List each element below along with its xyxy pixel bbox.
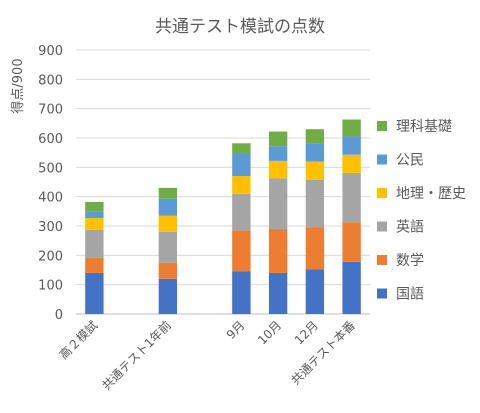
y-tick-label: 300 <box>38 220 63 235</box>
legend-label: 数学 <box>396 253 424 269</box>
y-tick-label: 500 <box>38 161 63 176</box>
bar-segment <box>85 201 104 212</box>
bar-segment <box>85 257 104 273</box>
y-tick-label: 900 <box>38 44 63 59</box>
bar-segment <box>342 172 361 223</box>
bar-segment <box>232 176 251 194</box>
legend-label: 公民 <box>396 153 424 169</box>
bar-segment <box>232 153 251 177</box>
gridlines <box>76 49 370 315</box>
bar-segment <box>158 215 178 232</box>
legend-swatch <box>377 121 387 131</box>
bar-segment <box>85 229 104 258</box>
bar-segment <box>268 178 288 229</box>
bar-segment <box>158 278 178 314</box>
bar-segment <box>305 161 325 180</box>
bar-segment <box>305 227 325 270</box>
bar-segment <box>158 262 178 279</box>
x-tick-label: 共通テスト1年前 <box>99 318 174 393</box>
legend-swatch <box>377 288 387 299</box>
x-tick-label: 12月 <box>292 318 321 347</box>
y-tick-label: 600 <box>38 132 63 147</box>
bar-segment <box>342 222 361 262</box>
y-tick-label: 200 <box>38 249 63 264</box>
x-tick-label: 9月 <box>224 318 248 342</box>
x-tick-label: 共通テスト本番 <box>288 318 357 387</box>
legend-label: 地理・歴史 <box>396 186 466 202</box>
y-tick-label: 400 <box>38 191 63 206</box>
chart-title: 共通テスト模試の点数 <box>155 17 325 37</box>
x-tick-label: 10月 <box>255 318 284 347</box>
legend-swatch <box>377 154 387 165</box>
x-tick-label: 高２模試 <box>56 318 101 363</box>
bar-segment <box>342 136 361 155</box>
y-tick-label: 100 <box>38 279 63 294</box>
bar-segment <box>232 193 251 231</box>
bar-segment <box>268 160 288 179</box>
y-axis-label: 得点/900 <box>10 58 26 113</box>
bar-segment <box>158 231 178 263</box>
legend-label: 国語 <box>396 287 424 303</box>
bar-segment <box>305 269 325 314</box>
legend-label: 英語 <box>396 219 424 236</box>
bar-segment <box>342 154 361 173</box>
bar-segment <box>232 143 251 154</box>
bar-segment <box>85 211 104 219</box>
legend-swatch <box>377 188 387 198</box>
bar-segment <box>305 179 325 228</box>
y-axis-ticks: 0 100 200 300 400 500 600 700 800 900 <box>38 44 63 323</box>
bar-segment <box>85 272 104 314</box>
bar-segment <box>232 271 251 314</box>
y-tick-label: 700 <box>38 103 63 118</box>
bar-segment <box>268 272 288 314</box>
bar-segment <box>342 119 361 137</box>
bar-segment <box>268 228 288 273</box>
bar-segment <box>232 230 251 272</box>
legend-swatch <box>377 221 387 232</box>
bars <box>85 119 361 314</box>
bar-segment <box>305 143 325 162</box>
bar-segment <box>158 198 178 216</box>
bar-segment <box>268 131 288 147</box>
legend-label: 理科基礎 <box>396 118 452 135</box>
bar-segment <box>158 187 178 199</box>
bar-segment <box>342 261 361 314</box>
bar-segment <box>268 146 288 161</box>
bar-segment <box>305 129 325 144</box>
legend-swatch <box>377 255 387 265</box>
bar-segment <box>85 218 104 230</box>
y-tick-label: 800 <box>38 73 63 88</box>
y-tick-label: 0 <box>55 308 63 323</box>
